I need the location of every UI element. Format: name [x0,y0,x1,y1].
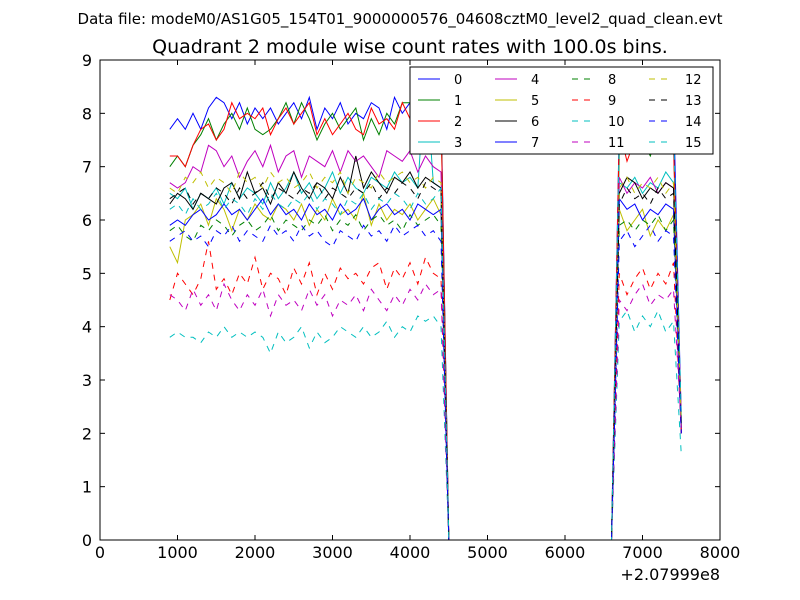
y-tick-label: 8 [82,104,92,123]
series-line-11 [169,282,682,541]
y-tick-label: 6 [82,211,92,230]
series-line-7 [169,197,682,541]
figure-suptitle: Data file: modeM0/AS1G05_154T01_90000005… [78,10,723,29]
x-axis-offset-label: +2.07999e8 [620,565,720,584]
x-tick-label: 4000 [390,543,431,562]
legend-label-14: 14 [685,115,702,130]
legend-label-8: 8 [608,73,616,88]
legend-label-3: 3 [454,136,462,151]
y-tick-label: 4 [82,318,92,337]
chart-title: Quadrant 2 module wise count rates with … [152,36,668,58]
legend-label-11: 11 [608,136,625,151]
x-tick-label: 8000 [700,543,741,562]
axis-ticks: 0 1000 2000 3000 4000 5000 6000 7000 80000123456… [82,51,741,562]
legend-label-0: 0 [454,73,462,88]
x-tick-label: 5000 [467,543,508,562]
y-tick-label: 9 [82,51,92,70]
x-tick-label: 0 [95,543,105,562]
y-tick-label: 5 [82,264,92,283]
series-line-5 [169,191,682,541]
legend-label-2: 2 [454,115,462,130]
legend-label-7: 7 [531,136,539,151]
series-line-8 [169,213,682,541]
y-tick-label: 0 [82,531,92,550]
x-tick-label: 6000 [545,543,586,562]
series-line-4 [169,143,682,541]
legend-label-15: 15 [685,136,702,151]
series-line-12 [169,170,682,541]
y-tick-label: 7 [82,158,92,177]
x-tick-label: 1000 [157,543,198,562]
series-line-14 [169,224,682,541]
legend-label-10: 10 [608,115,625,130]
legend-label-12: 12 [685,73,702,88]
x-tick-label: 2000 [235,543,276,562]
legend-label-5: 5 [531,94,539,109]
legend-label-4: 4 [531,73,539,88]
legend-box [409,66,714,155]
legend-label-13: 13 [685,94,702,109]
x-tick-label: 7000 [622,543,663,562]
legend-label-6: 6 [531,115,539,130]
y-tick-label: 3 [82,371,92,390]
legend-label-1: 1 [454,94,462,109]
y-tick-label: 2 [82,424,92,443]
series-line-9 [169,241,682,541]
legend-label-9: 9 [608,94,616,109]
x-tick-label: 3000 [312,543,353,562]
y-tick-label: 1 [82,478,92,497]
